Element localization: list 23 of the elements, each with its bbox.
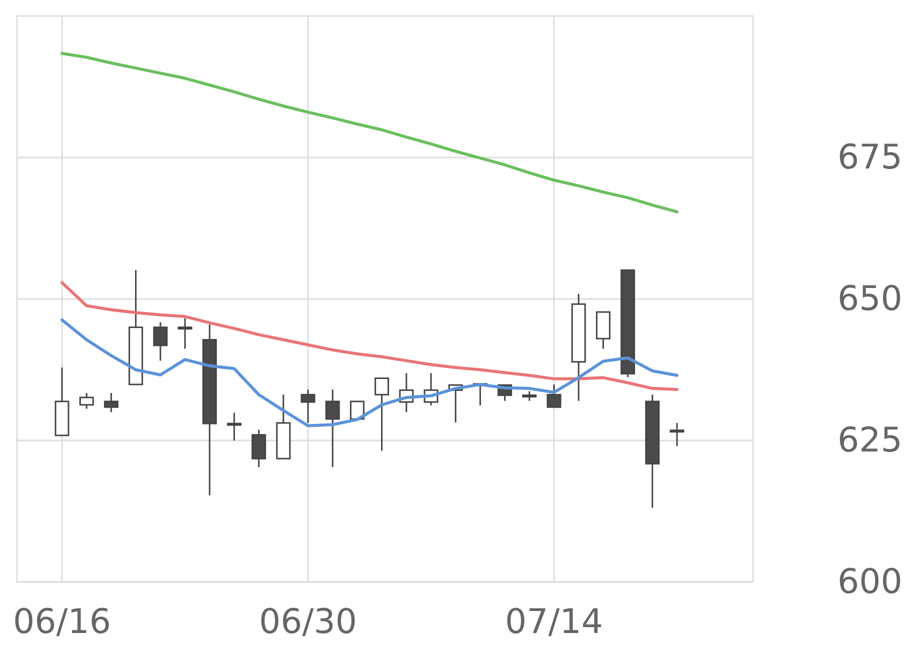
candlestick: [252, 428, 266, 468]
candlestick: [350, 400, 364, 420]
candlestick: [153, 321, 168, 362]
x-tick-label: 07/14: [505, 602, 603, 642]
candlestick: [325, 388, 340, 468]
candlestick: [79, 392, 94, 410]
y-tick-label: 650: [838, 279, 902, 319]
y-tick-label: 625: [838, 420, 902, 460]
y-tick-label: 600: [838, 562, 902, 602]
line-series: [60, 52, 678, 214]
line-series: [60, 318, 678, 428]
candlestick: [178, 317, 192, 350]
y-tick-label: 675: [838, 138, 902, 178]
x-tick-label: 06/16: [13, 602, 111, 642]
candlestick: [670, 422, 684, 447]
candlestick: [522, 390, 537, 402]
candlestick: [104, 392, 118, 413]
candlestick: [546, 384, 562, 408]
candlestick: [226, 412, 242, 442]
candlestick: [300, 388, 316, 424]
x-tick-label: 06/30: [259, 602, 357, 642]
candlestick: [374, 377, 390, 452]
line-series: [60, 281, 678, 392]
